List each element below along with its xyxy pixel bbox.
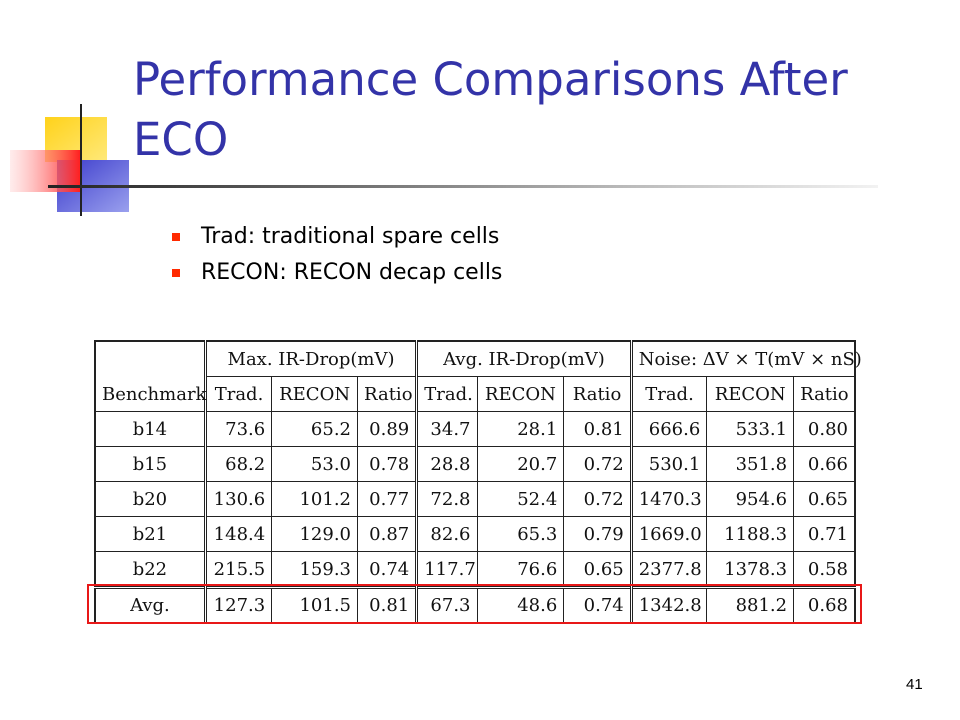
value-cell: 101.2 <box>271 481 358 517</box>
slide-title: Performance Comparisons After ECO <box>133 53 848 166</box>
bullet-text: RECON: RECON decap cells <box>201 260 503 285</box>
value-cell: 0.81 <box>563 411 632 447</box>
table-average-row: Avg. 127.3 101.5 0.81 67.3 48.6 0.74 134… <box>93 586 857 624</box>
col-header-recon: RECON <box>706 376 795 412</box>
col-header-trad: Trad. <box>415 376 478 412</box>
benchmark-cell: b22 <box>93 551 206 588</box>
value-cell: 68.2 <box>203 446 273 482</box>
value-cell: 1378.3 <box>706 551 795 588</box>
value-cell: 72.8 <box>415 481 478 517</box>
value-cell: 0.77 <box>356 481 418 517</box>
value-cell: 34.7 <box>415 411 478 447</box>
value-cell: 530.1 <box>629 446 708 482</box>
deco-vertical-line <box>80 104 82 216</box>
col-header-ratio: Ratio <box>563 376 632 412</box>
title-underline <box>48 185 878 188</box>
bullet-list: Trad: traditional spare cells RECON: REC… <box>172 220 502 292</box>
value-cell: 53.0 <box>271 446 358 482</box>
value-cell: 65.3 <box>476 516 565 552</box>
table-row: b14 73.6 65.2 0.89 34.7 28.1 0.81 666.6 … <box>93 411 857 447</box>
page-number: 41 <box>906 676 923 693</box>
bullet-text: Trad: traditional spare cells <box>201 224 500 249</box>
value-cell: 117.7 <box>415 551 478 588</box>
benchmark-cell: b15 <box>93 446 206 482</box>
value-cell: 215.5 <box>203 551 273 588</box>
value-cell: 82.6 <box>415 516 478 552</box>
results-table-container: Benchmark Max. IR-Drop(mV) Avg. IR-Drop(… <box>93 340 862 624</box>
value-cell: 28.8 <box>415 446 478 482</box>
value-cell: 666.6 <box>629 411 708 447</box>
table-group-header-row: Benchmark Max. IR-Drop(mV) Avg. IR-Drop(… <box>93 340 862 412</box>
bullet-item: RECON: RECON decap cells <box>172 256 502 292</box>
average-value-cell: 0.74 <box>563 586 632 624</box>
value-cell: 129.0 <box>271 516 358 552</box>
col-header-recon: RECON <box>476 376 565 412</box>
col-header-ratio: Ratio <box>356 376 418 412</box>
table-row: b22 215.5 159.3 0.74 117.7 76.6 0.65 237… <box>93 551 857 588</box>
value-cell: 0.89 <box>356 411 418 447</box>
bullet-square-icon <box>172 233 180 241</box>
value-cell: 954.6 <box>706 481 795 517</box>
value-cell: 0.65 <box>563 551 632 588</box>
bullet-item: Trad: traditional spare cells <box>172 220 502 256</box>
table-row: b15 68.2 53.0 0.78 28.8 20.7 0.72 530.1 … <box>93 446 857 482</box>
value-cell: 76.6 <box>476 551 565 588</box>
group-header-max-ir-drop: Max. IR-Drop(mV) <box>203 340 418 377</box>
benchmark-cell: b20 <box>93 481 206 517</box>
benchmark-header: Benchmark <box>93 340 206 412</box>
col-header-trad: Trad. <box>203 376 273 412</box>
col-header-recon: RECON <box>271 376 358 412</box>
value-cell: 28.1 <box>476 411 565 447</box>
average-value-cell: 881.2 <box>706 586 795 624</box>
value-cell: 148.4 <box>203 516 273 552</box>
value-cell: 0.65 <box>793 481 857 517</box>
group-header-avg-ir-drop: Avg. IR-Drop(mV) <box>415 340 632 377</box>
value-cell: 0.79 <box>563 516 632 552</box>
average-value-cell: 67.3 <box>415 586 478 624</box>
average-value-cell: 0.81 <box>356 586 418 624</box>
table-row: b20 130.6 101.2 0.77 72.8 52.4 0.72 1470… <box>93 481 857 517</box>
value-cell: 0.72 <box>563 446 632 482</box>
value-cell: 0.87 <box>356 516 418 552</box>
value-cell: 0.78 <box>356 446 418 482</box>
value-cell: 52.4 <box>476 481 565 517</box>
value-cell: 73.6 <box>203 411 273 447</box>
value-cell: 1470.3 <box>629 481 708 517</box>
value-cell: 130.6 <box>203 481 273 517</box>
value-cell: 20.7 <box>476 446 565 482</box>
group-header-noise: Noise: ΔV × T(mV × nS) <box>629 340 862 377</box>
value-cell: 0.72 <box>563 481 632 517</box>
value-cell: 0.66 <box>793 446 857 482</box>
average-row-highlight-box <box>87 584 862 624</box>
value-cell: 0.58 <box>793 551 857 588</box>
value-cell: 0.74 <box>356 551 418 588</box>
average-value-cell: 48.6 <box>476 586 565 624</box>
value-cell: 0.71 <box>793 516 857 552</box>
results-table: Benchmark Max. IR-Drop(mV) Avg. IR-Drop(… <box>93 340 862 624</box>
bullet-square-icon <box>172 269 180 277</box>
value-cell: 65.2 <box>271 411 358 447</box>
value-cell: 0.80 <box>793 411 857 447</box>
table-row: b21 148.4 129.0 0.87 82.6 65.3 0.79 1669… <box>93 516 857 552</box>
value-cell: 533.1 <box>706 411 795 447</box>
col-header-trad: Trad. <box>629 376 708 412</box>
value-cell: 2377.8 <box>629 551 708 588</box>
value-cell: 1669.0 <box>629 516 708 552</box>
benchmark-cell: b21 <box>93 516 206 552</box>
value-cell: 159.3 <box>271 551 358 588</box>
table-sub-header-row: Trad. RECON Ratio Trad. RECON Ratio Trad… <box>95 376 857 412</box>
col-header-ratio: Ratio <box>793 376 857 412</box>
value-cell: 351.8 <box>706 446 795 482</box>
benchmark-cell: b14 <box>93 411 206 447</box>
value-cell: 1188.3 <box>706 516 795 552</box>
average-value-cell: 127.3 <box>203 586 273 624</box>
